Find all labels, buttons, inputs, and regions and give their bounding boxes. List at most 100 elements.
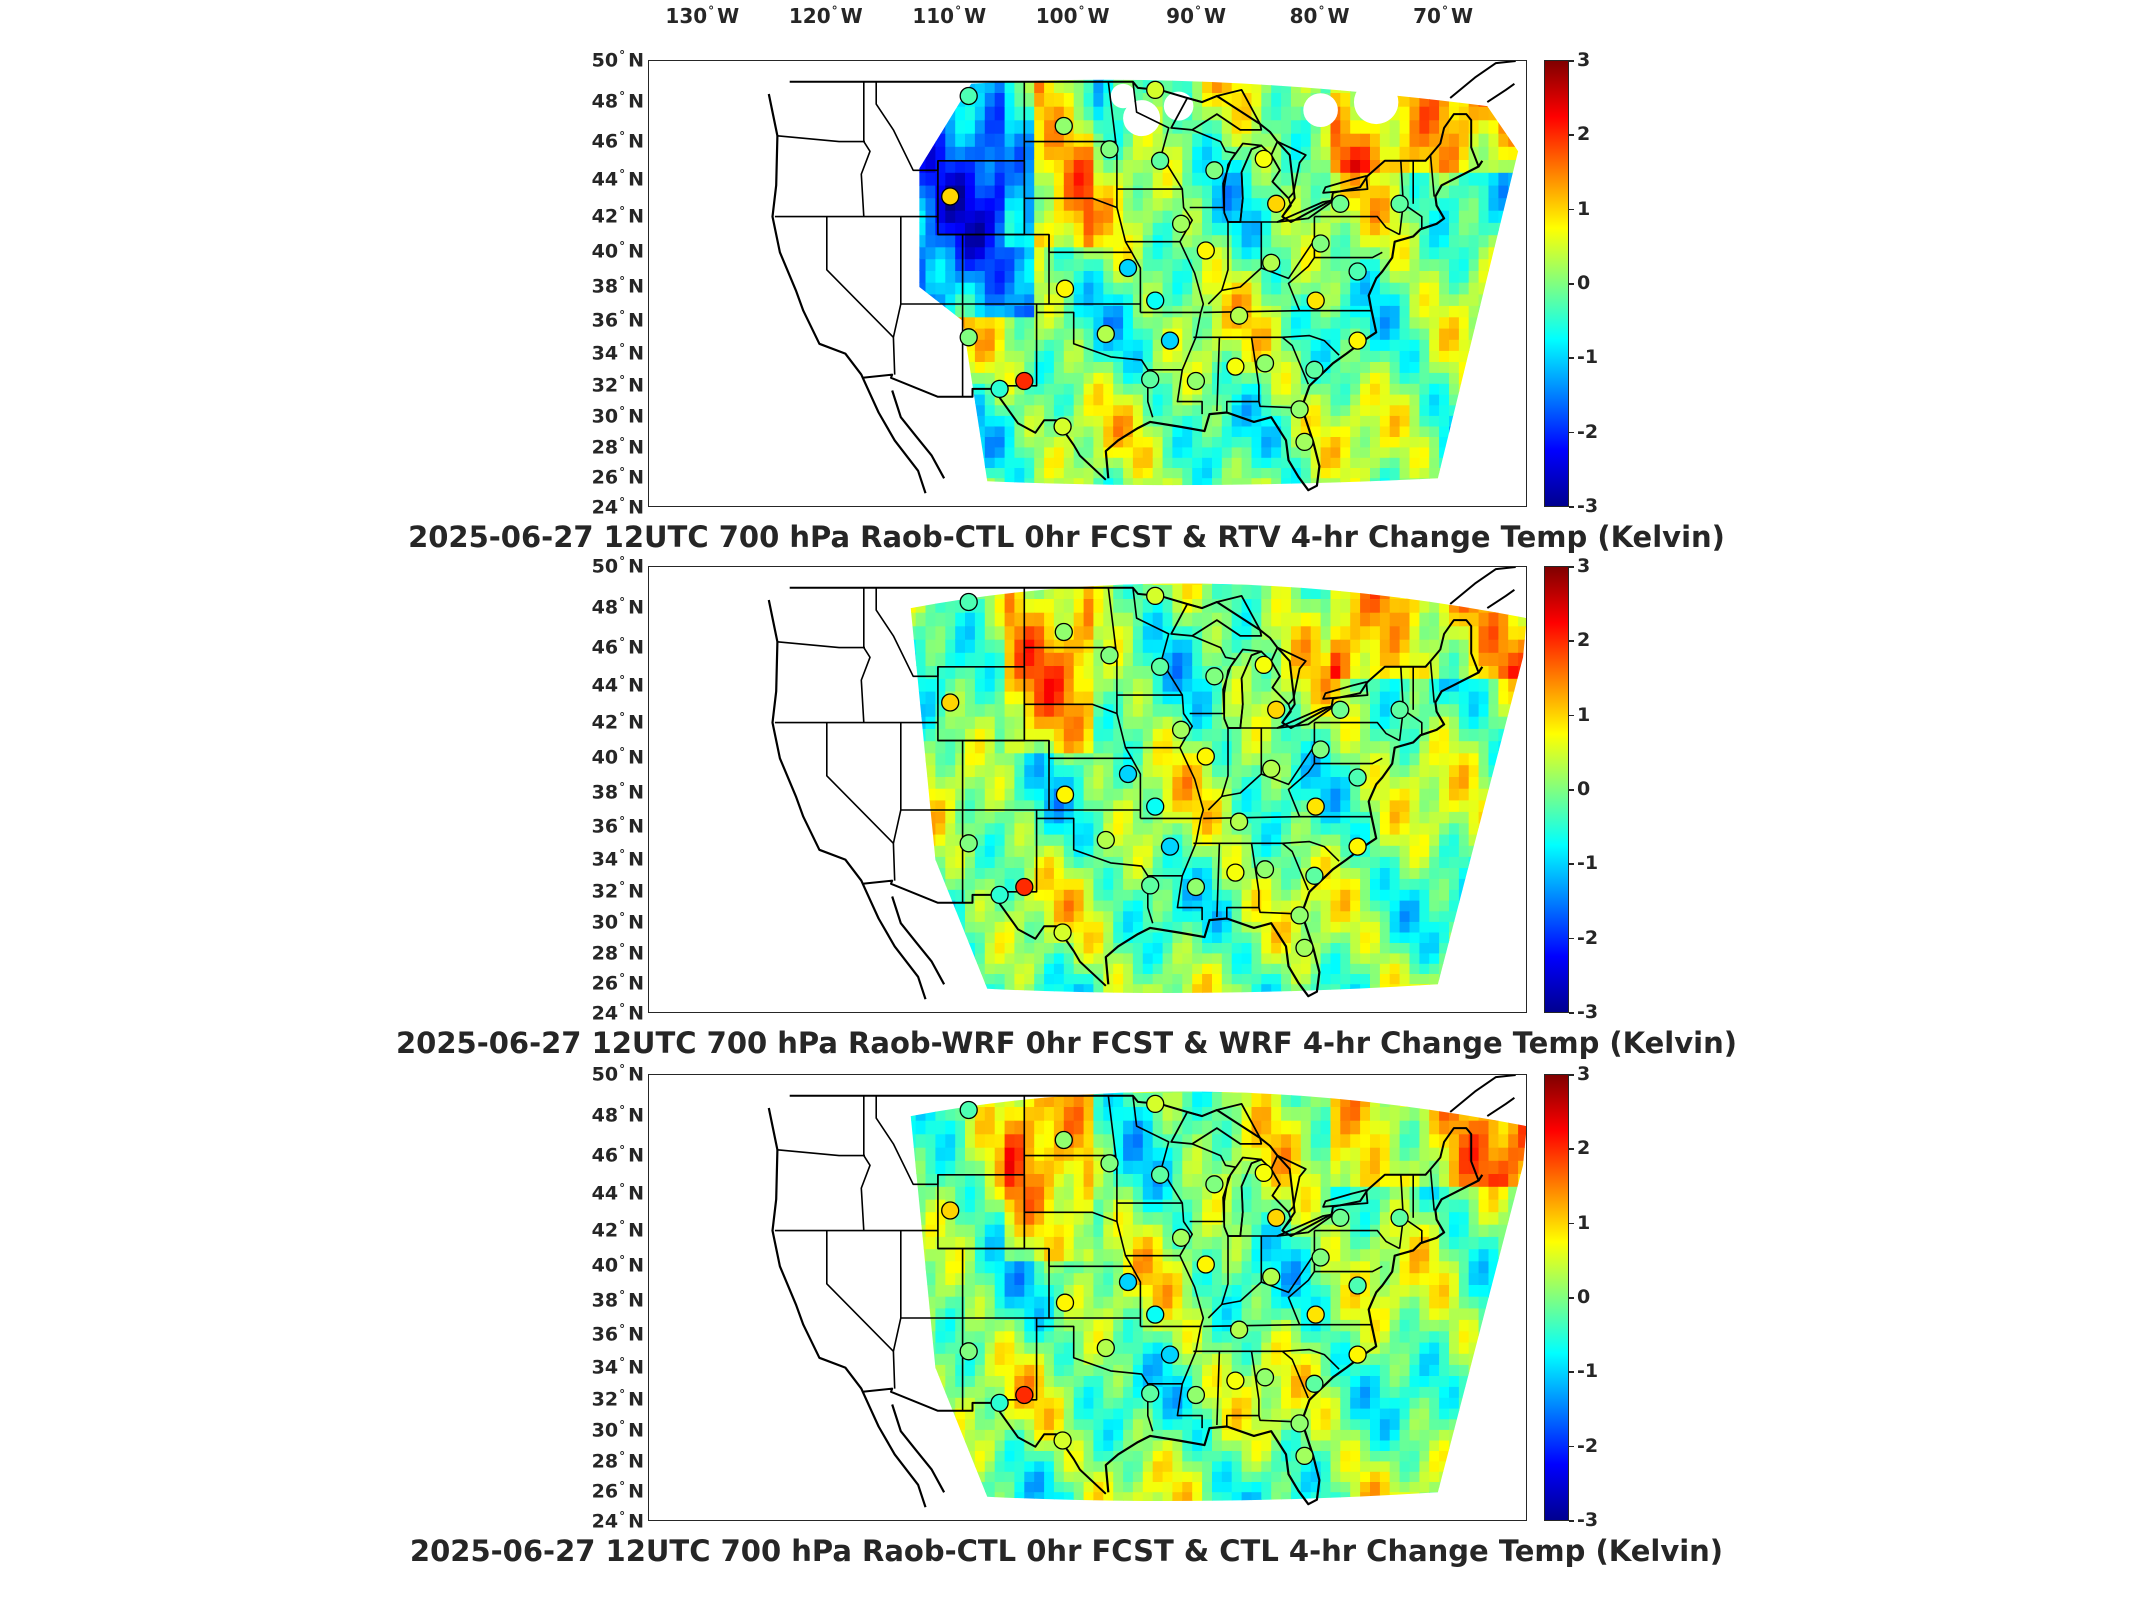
latitude-label: 32° N xyxy=(591,373,644,397)
latitude-label: 38° N xyxy=(591,274,644,298)
raob-station-marker xyxy=(1053,417,1072,436)
raob-station-marker xyxy=(1295,432,1314,452)
coastline xyxy=(767,93,927,494)
latitude-label: 48° N xyxy=(591,1103,644,1127)
state-border xyxy=(1116,207,1142,313)
latitude-label: 36° N xyxy=(591,308,644,332)
colorbar-tickmark xyxy=(1569,863,1574,865)
raob-station-marker xyxy=(1171,1228,1191,1247)
latitude-label: 24° N xyxy=(591,495,644,519)
raob-station-marker xyxy=(1171,214,1191,233)
state-border xyxy=(962,1247,1050,1318)
raob-station-marker xyxy=(1306,797,1325,816)
raob-station-marker xyxy=(1267,700,1286,719)
raob-station-marker xyxy=(1262,759,1281,778)
longitude-label: 100° W xyxy=(1035,4,1110,28)
state-border xyxy=(1402,1217,1423,1244)
raob-station-marker xyxy=(1150,151,1170,170)
colorbar xyxy=(1544,1074,1569,1521)
state-border xyxy=(1221,728,1229,797)
longitude-label: 80° W xyxy=(1289,4,1350,28)
latitude-label: 50° N xyxy=(591,554,644,578)
state-border xyxy=(1429,1169,1435,1211)
latitude-label: 48° N xyxy=(591,595,644,619)
state-border xyxy=(1024,197,1118,209)
latitude-label: 40° N xyxy=(591,745,644,769)
raob-station-marker xyxy=(1229,812,1249,831)
state-border xyxy=(860,587,871,723)
raob-station-marker xyxy=(1096,830,1115,850)
state-border xyxy=(860,1095,871,1231)
state-border xyxy=(1287,1265,1383,1326)
temperature-change-field xyxy=(767,1075,1526,1508)
colorbar-tickmark xyxy=(1569,208,1574,211)
raob-station-marker xyxy=(959,1100,978,1120)
state-border xyxy=(1207,747,1314,811)
raob-station-marker xyxy=(1262,253,1281,272)
colorbar-tick-label: -3 xyxy=(1577,1509,1599,1531)
latitude-label: 34° N xyxy=(591,1354,644,1379)
latitude-label: 40° N xyxy=(591,239,644,263)
raob-station-marker xyxy=(1100,140,1119,159)
colorbar-tick-label: -1 xyxy=(1577,346,1599,369)
raob-station-marker xyxy=(1146,797,1165,816)
colorbar-tickmark xyxy=(1569,566,1574,568)
state-border xyxy=(900,1247,964,1319)
colorbar xyxy=(1544,60,1569,507)
raob-station-marker xyxy=(1348,837,1367,856)
state-border xyxy=(1429,155,1435,197)
state-border xyxy=(1107,1095,1118,1222)
coastline xyxy=(767,1107,927,1508)
longitude-label: 70° W xyxy=(1413,4,1473,28)
colorbar-tickmark xyxy=(1569,640,1574,642)
latitude-label: 46° N xyxy=(591,1142,644,1167)
colorbar-tickmark xyxy=(1569,1074,1574,1076)
latitude-label: 42° N xyxy=(591,203,644,228)
latitude-label: 30° N xyxy=(591,1418,644,1442)
raob-station-marker xyxy=(1255,1368,1275,1387)
state-border xyxy=(892,1230,902,1389)
state-border xyxy=(900,233,964,305)
raob-station-marker xyxy=(1295,938,1314,958)
raob-station-marker xyxy=(1053,923,1072,942)
raob-station-marker xyxy=(1055,279,1075,298)
latitude-label: 28° N xyxy=(591,435,644,459)
state-border xyxy=(826,722,894,844)
state-border xyxy=(900,739,964,811)
field-cells xyxy=(910,583,1526,994)
raob-station-marker xyxy=(1311,740,1330,759)
raob-station-marker xyxy=(1254,655,1273,675)
latitude-axis-labels: 50° N 48° N 46° N 44° N 42° N 40° N 38° N 36° N 34° N 32° N… xyxy=(560,48,644,518)
raob-station-marker xyxy=(1015,877,1034,897)
latitude-label: 48° N xyxy=(591,89,644,113)
raob-station-marker xyxy=(959,86,978,106)
colorbar-tick-label: 0 xyxy=(1577,1286,1591,1308)
latitude-label: 34° N xyxy=(591,340,644,365)
coastline xyxy=(891,390,946,479)
raob-station-marker xyxy=(1348,1276,1367,1295)
latitude-label: 38° N xyxy=(591,1288,644,1312)
state-border xyxy=(1216,843,1221,918)
raob-station-marker xyxy=(1118,1272,1138,1292)
raob-station-marker xyxy=(1096,324,1115,344)
raob-station-marker xyxy=(959,834,978,853)
raob-station-marker xyxy=(1146,1094,1165,1114)
state-border xyxy=(1281,842,1310,891)
colorbar-tick-label: 0 xyxy=(1577,272,1591,294)
state-border xyxy=(860,81,871,217)
state-border xyxy=(875,587,1025,678)
raob-station-marker xyxy=(1096,1338,1115,1358)
field-cells xyxy=(919,79,1519,486)
colorbar-tick-label: 3 xyxy=(1577,49,1591,71)
latitude-label: 38° N xyxy=(591,780,644,804)
lake-outline xyxy=(1270,646,1307,706)
raob-station-marker xyxy=(1186,877,1206,897)
raob-station-marker xyxy=(1141,876,1160,895)
raob-station-marker xyxy=(1160,331,1180,350)
raob-station-marker xyxy=(1053,1431,1072,1450)
colorbar xyxy=(1544,566,1569,1013)
raob-station-marker xyxy=(1390,1208,1409,1227)
raob-station-marker xyxy=(959,1342,978,1361)
state-border xyxy=(1402,709,1423,736)
coastline xyxy=(891,896,946,985)
